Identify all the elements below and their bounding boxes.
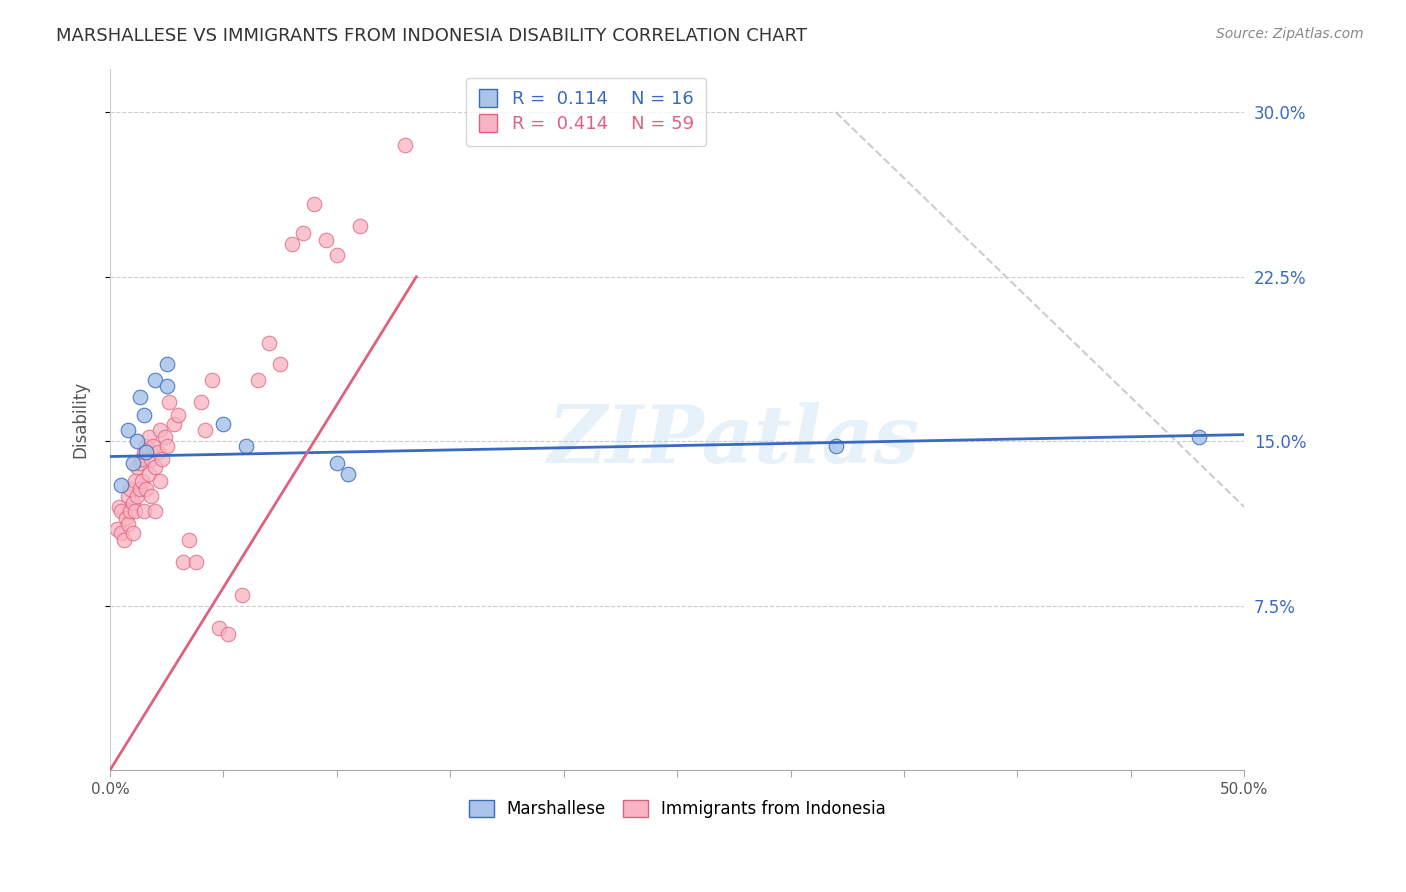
Point [117, 517, 139, 532]
Point [145, 460, 167, 475]
Point [142, 439, 165, 453]
Text: ZIPatlas: ZIPatlas [548, 401, 920, 479]
Point [128, 456, 150, 470]
Point [124, 504, 146, 518]
Point [121, 495, 143, 509]
Point [280, 236, 302, 251]
Point [162, 417, 184, 431]
Point [121, 456, 143, 470]
Text: Source: ZipAtlas.com: Source: ZipAtlas.com [1216, 27, 1364, 41]
Point [131, 451, 153, 466]
Point [326, 248, 349, 262]
Point [212, 417, 235, 431]
Point [108, 500, 131, 514]
Point [291, 226, 314, 240]
Point [110, 526, 132, 541]
Point [156, 379, 179, 393]
Point [394, 138, 416, 153]
Y-axis label: Disability: Disability [72, 381, 89, 458]
Point [156, 439, 179, 453]
Point [128, 483, 150, 497]
Point [167, 408, 190, 422]
Point [128, 390, 150, 404]
Point [153, 430, 176, 444]
Point [186, 555, 208, 569]
Point [131, 474, 153, 488]
Point [156, 358, 179, 372]
Point [132, 408, 155, 422]
Point [127, 460, 149, 475]
Point [139, 489, 162, 503]
Legend: Marshallese, Immigrants from Indonesia: Marshallese, Immigrants from Indonesia [461, 793, 893, 825]
Point [179, 533, 201, 547]
Point [121, 526, 143, 541]
Point [235, 439, 257, 453]
Point [115, 511, 138, 525]
Point [269, 358, 291, 372]
Point [117, 423, 139, 437]
Point [135, 483, 157, 497]
Point [127, 489, 149, 503]
Text: MARSHALLESE VS IMMIGRANTS FROM INDONESIA DISABILITY CORRELATION CHART: MARSHALLESE VS IMMIGRANTS FROM INDONESIA… [56, 27, 807, 45]
Point [146, 445, 169, 459]
Point [315, 233, 337, 247]
Point [302, 197, 325, 211]
Point [105, 522, 128, 536]
Point [145, 504, 167, 518]
Point [190, 394, 212, 409]
Point [139, 451, 162, 466]
Point [1188, 430, 1211, 444]
Point [326, 456, 349, 470]
Point [172, 555, 194, 569]
Point [201, 373, 224, 387]
Point [117, 489, 139, 503]
Point [120, 504, 142, 518]
Point [337, 467, 360, 481]
Point [149, 423, 172, 437]
Point [825, 439, 848, 453]
Point [112, 533, 135, 547]
Point [150, 451, 173, 466]
Point [231, 588, 253, 602]
Point [138, 430, 160, 444]
Point [149, 474, 172, 488]
Point [194, 423, 217, 437]
Point [145, 373, 167, 387]
Point [124, 474, 146, 488]
Point [127, 434, 149, 449]
Point [138, 467, 160, 481]
Point [217, 627, 239, 641]
Point [135, 439, 157, 453]
Point [110, 504, 132, 518]
Point [132, 504, 155, 518]
Point [157, 394, 180, 409]
Point [208, 620, 231, 634]
Point [120, 483, 142, 497]
Point [257, 335, 280, 350]
Point [135, 445, 157, 459]
Point [349, 219, 371, 234]
Point [132, 445, 155, 459]
Point [110, 478, 132, 492]
Point [246, 373, 269, 387]
